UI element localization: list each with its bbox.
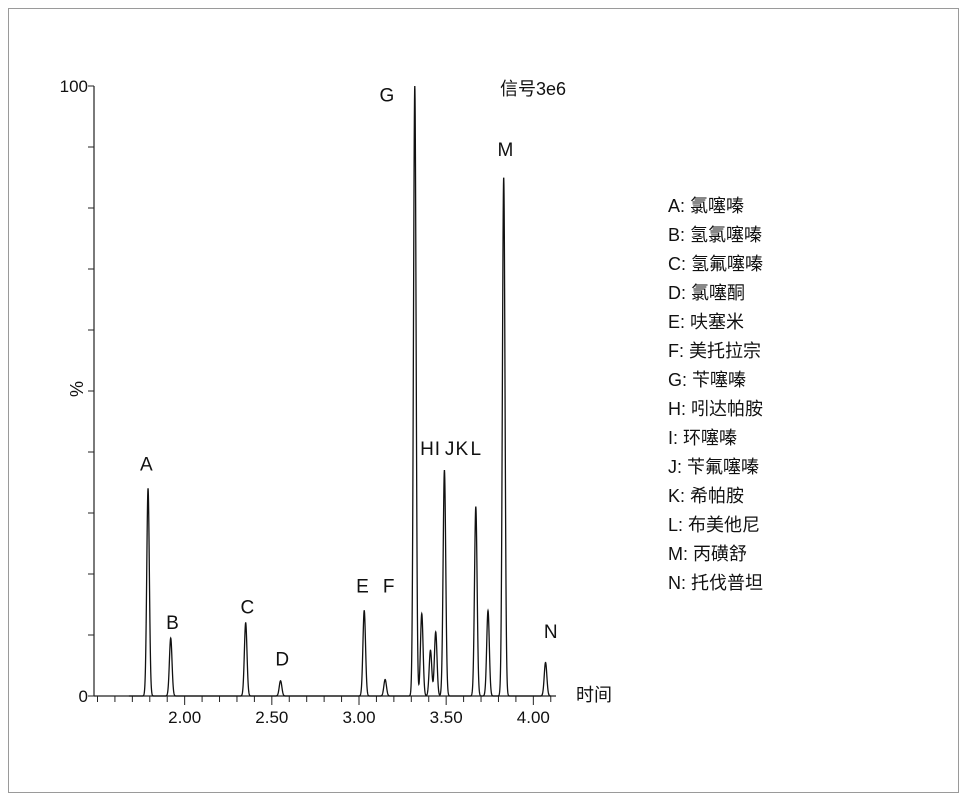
legend-entry: M: 丙磺舒 (668, 544, 747, 564)
peak-label-K: K (456, 439, 469, 460)
peak-label-C: C (241, 598, 255, 619)
x-tick-label: 2.50 (255, 708, 288, 727)
chart-frame (8, 8, 959, 793)
peak-label-I: I (435, 439, 440, 460)
y-tick-label-0: 0 (79, 687, 88, 706)
legend-entry: E: 呋塞米 (668, 312, 745, 332)
peak-label-M: M (498, 140, 514, 161)
legend-entry: A: 氯噻嗪 (668, 196, 745, 216)
peak-label-D: D (275, 650, 289, 671)
legend-entry: L: 布美他尼 (668, 515, 761, 535)
peak-label-H: H (420, 439, 434, 460)
legend-entry: B: 氢氯噻嗪 (668, 225, 763, 245)
peak-label-F: F (383, 576, 395, 597)
x-tick-label: 3.00 (342, 708, 375, 727)
chromatogram-trace (128, 85, 551, 697)
signal-label: 信号3e6 (500, 79, 566, 99)
legend-entry: G: 苄噻嗪 (668, 370, 747, 390)
legend-entry: J: 苄氟噻嗪 (668, 457, 760, 477)
legend: A: 氯噻嗪 B: 氢氯噻嗪 C: 氢氟噻嗪 D: 氯噻酮 E: 呋塞米 F: 美托拉宗 G… (668, 192, 763, 598)
legend-entry: F: 美托拉宗 (668, 341, 761, 361)
peak-labels: A B C D E F G H I J K L M N (140, 85, 558, 670)
legend-entry: I: 环噻嗪 (668, 428, 738, 448)
legend-entry: H: 吲达帕胺 (668, 399, 764, 419)
legend-entry: N: 托伐普坦 (668, 573, 764, 593)
axes (93, 86, 556, 697)
x-tick-label: 4.00 (517, 708, 550, 727)
y-tick-label-100: 100 (60, 77, 88, 96)
tick-marks: 2.00 2.50 3.00 3.50 4.00 (88, 85, 552, 727)
legend-entry: K: 希帕胺 (668, 486, 745, 506)
legend-entry: C: 氢氟噻嗪 (668, 254, 764, 274)
peak-label-J: J (445, 439, 455, 460)
y-axis-label: % (67, 381, 87, 397)
legend-entry: D: 氯噻酮 (668, 283, 746, 303)
trace-group (128, 85, 551, 697)
peak-label-E: E (356, 576, 369, 597)
x-tick-label: 2.00 (168, 708, 201, 727)
peak-label-G: G (379, 85, 394, 106)
peak-label-L: L (471, 439, 482, 460)
peak-label-N: N (544, 622, 558, 643)
peak-label-A: A (140, 454, 153, 475)
x-axis-label: 时间 (576, 685, 612, 705)
peak-label-B: B (166, 613, 179, 634)
x-tick-label: 3.50 (430, 708, 463, 727)
